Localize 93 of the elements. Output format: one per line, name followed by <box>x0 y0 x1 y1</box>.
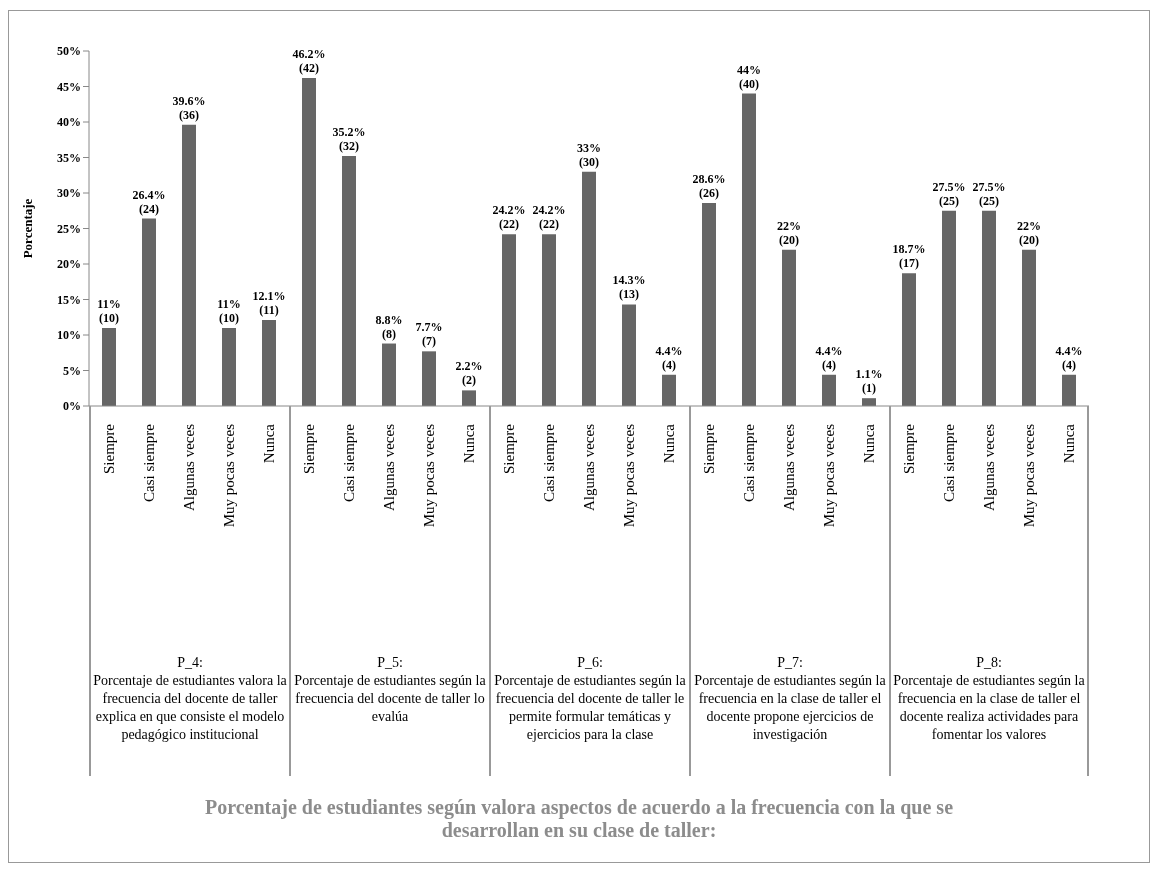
bar <box>102 327 116 406</box>
data-label: 46.2% (42) <box>292 46 326 75</box>
x-tick-label: Muy pocas veces <box>421 423 437 528</box>
data-label: 14.3% (13) <box>612 273 646 302</box>
y-tick-label: 15% <box>57 292 81 307</box>
x-tick-label: Algunas veces <box>581 423 597 512</box>
x-tick-label: Nunca <box>1061 423 1077 464</box>
y-tick-label: 0% <box>63 399 81 414</box>
bar <box>982 210 996 406</box>
x-tick-label: Algunas veces <box>181 423 197 512</box>
x-tick-label: Casi siempre <box>741 423 757 502</box>
x-tick-label: Muy pocas veces <box>1021 423 1037 528</box>
bar <box>262 320 276 406</box>
data-label: 8.8% (8) <box>375 312 403 341</box>
data-label: 22% (20) <box>1017 218 1041 247</box>
data-label: 1.1% (1) <box>855 367 883 396</box>
x-tick-label: Nunca <box>461 423 477 464</box>
x-tick-label: Nunca <box>661 423 677 464</box>
data-label: 12.1% (11) <box>252 289 286 318</box>
bar <box>542 234 556 406</box>
data-label: 2.2% (2) <box>455 359 483 388</box>
text: P_4: Porcentaje de estudiantes valora la frecuencia del docente de taller explica en que consiste el modelo pedagógico institucional <box>93 654 287 744</box>
text: P_5: Porcentaje de estudiantes según la frecuencia del docente de taller lo evalúa <box>293 654 487 726</box>
bar <box>622 304 636 406</box>
bar <box>742 93 756 406</box>
x-tick-label: Casi siempre <box>141 423 157 502</box>
bar <box>582 171 596 406</box>
text: P_7: Porcentaje de estudiantes según la frecuencia en la clase de taller el docente propone ejercicios de investigación <box>693 654 887 744</box>
data-label: 22% (20) <box>777 218 801 247</box>
y-tick-label: 25% <box>57 221 81 236</box>
y-tick-label: 20% <box>57 257 81 272</box>
bar <box>342 156 356 406</box>
bar <box>902 273 916 406</box>
y-tick-label: 30% <box>57 186 81 201</box>
data-label: 11% (10) <box>97 296 121 325</box>
x-tick-label: Muy pocas veces <box>621 423 637 528</box>
data-label: 39.6% (36) <box>172 93 206 122</box>
data-label: 33% (30) <box>577 140 601 169</box>
x-tick-label: Siempre <box>501 423 517 474</box>
data-label: 18.7% (17) <box>892 242 926 271</box>
y-tick-label: 5% <box>63 363 81 378</box>
data-label: 44% (40) <box>737 62 761 91</box>
data-label: 27.5% (25) <box>972 179 1006 208</box>
bar <box>382 343 396 406</box>
text: Porcentaje de estudiantes según valora aspectos de acuerdo a la frecuencia con la que se desarrollan en su clase de taller: <box>203 796 955 843</box>
x-tick-label: Siempre <box>301 423 317 474</box>
x-tick-label: Muy pocas veces <box>821 423 837 528</box>
bar <box>782 249 796 406</box>
bar <box>702 202 716 406</box>
data-label: 4.4% (4) <box>815 343 843 372</box>
x-tick-label: Nunca <box>261 423 277 464</box>
y-tick-label: 45% <box>57 79 81 94</box>
bar <box>222 327 236 406</box>
data-label: 35.2% (32) <box>332 125 366 154</box>
bar <box>422 351 436 406</box>
bar <box>502 234 516 406</box>
x-tick-label: Casi siempre <box>941 423 957 502</box>
x-tick-label: Casi siempre <box>341 423 357 502</box>
x-tick-label: Nunca <box>861 423 877 464</box>
data-label: 28.6% (26) <box>692 171 726 200</box>
data-label: 4.4% (4) <box>655 343 683 372</box>
text: P_6: Porcentaje de estudiantes según la frecuencia del docente de taller le permite formular temáticas y ejercicios para la clase <box>493 654 687 744</box>
x-tick-label: Siempre <box>701 423 717 474</box>
x-tick-label: Casi siempre <box>541 423 557 502</box>
data-label: 24.2% (22) <box>492 203 526 232</box>
data-label: 27.5% (25) <box>932 179 966 208</box>
y-axis-title: Porcentaje <box>19 198 35 259</box>
bar <box>1022 249 1036 406</box>
bar <box>302 77 316 406</box>
data-label: 7.7% (7) <box>415 320 443 349</box>
bar <box>142 218 156 406</box>
bar <box>462 390 476 406</box>
bar <box>662 374 676 406</box>
data-label: 4.4% (4) <box>1055 343 1083 372</box>
bar <box>942 210 956 406</box>
data-label: 11% (10) <box>217 296 241 325</box>
y-tick-label: 35% <box>57 150 81 165</box>
x-tick-label: Siempre <box>101 423 117 474</box>
x-tick-label: Muy pocas veces <box>221 423 237 528</box>
y-tick-label: 10% <box>57 328 81 343</box>
x-tick-label: Siempre <box>901 423 917 474</box>
x-tick-label: Algunas veces <box>981 423 997 512</box>
bar <box>182 124 196 406</box>
bar <box>822 374 836 406</box>
x-tick-label: Algunas veces <box>381 423 397 512</box>
bar <box>862 398 876 406</box>
data-label: 24.2% (22) <box>532 203 566 232</box>
bar <box>1062 374 1076 406</box>
data-label: 26.4% (24) <box>132 187 166 216</box>
x-tick-label: Algunas veces <box>781 423 797 512</box>
text: P_8: Porcentaje de estudiantes según la frecuencia en la clase de taller el docente realiza actividades para fomentar los valores <box>893 654 1085 744</box>
y-tick-label: 50% <box>57 44 81 59</box>
y-tick-label: 40% <box>57 115 81 130</box>
